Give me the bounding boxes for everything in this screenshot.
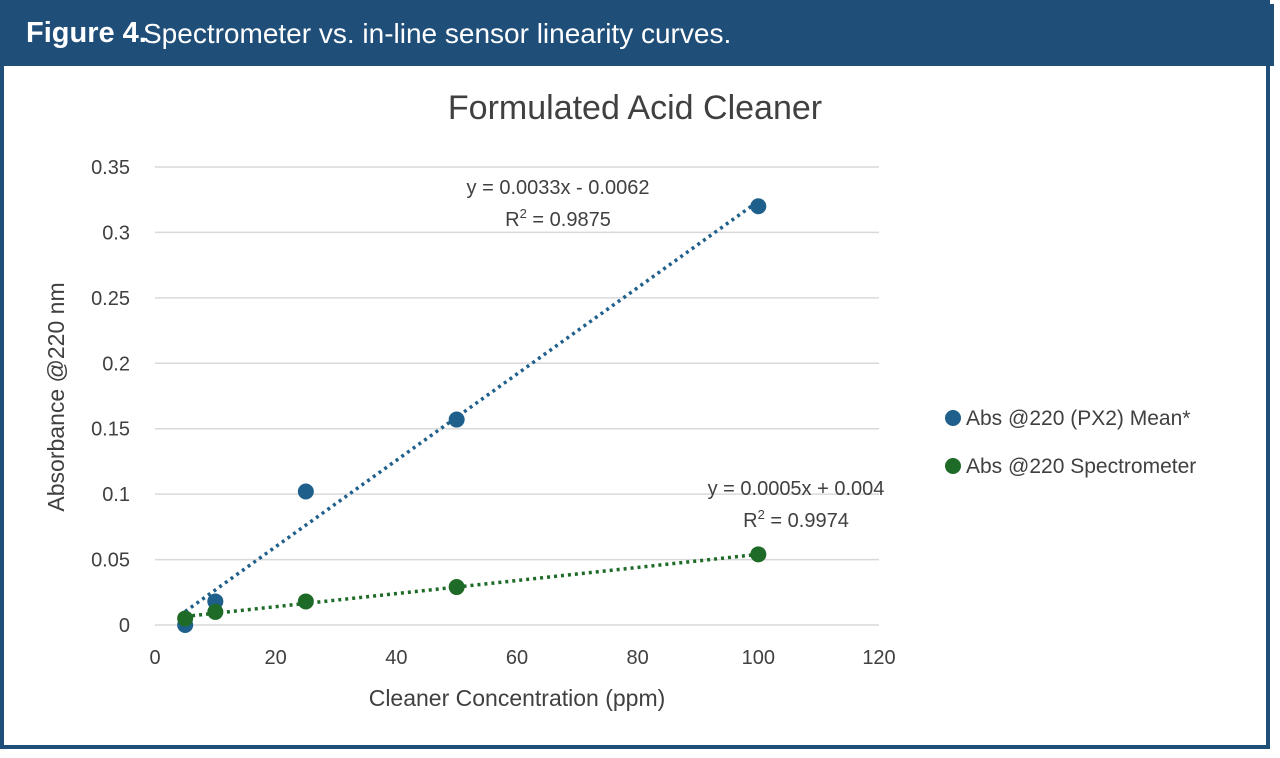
x-tick-label: 80 (627, 647, 649, 669)
gridlines (155, 166, 879, 626)
figure-header: Figure 4. Spectrometer vs. in-line senso… (4, 4, 1274, 66)
trendline-equation: y = 0.0033x - 0.0062 (467, 177, 650, 199)
r-squared-label: R2 = 0.9875 (505, 206, 611, 231)
data-point (448, 579, 465, 596)
trendline (184, 552, 759, 619)
data-point (297, 593, 314, 610)
x-axis-title: Cleaner Concentration (ppm) (369, 685, 666, 711)
trendline (184, 199, 760, 613)
y-axis-ticks: 0 0.05 0.1 0.15 0.2 0.25 0.3 0.35 (91, 157, 130, 637)
x-tick-label: 60 (506, 647, 528, 669)
legend: Abs @220 (PX2) Mean* Abs @220 Spectromete… (945, 407, 1196, 478)
x-tick-label: 20 (265, 647, 287, 669)
y-tick-label: 0.3 (102, 222, 130, 244)
trendlines (184, 199, 760, 619)
y-tick-label: 0.35 (91, 157, 130, 179)
figure-caption: Spectrometer vs. in-line sensor linearit… (143, 18, 732, 49)
r-squared-label: R2 = 0.9974 (743, 507, 849, 532)
data-point (297, 483, 314, 500)
legend-marker (945, 458, 961, 474)
figure-label: Figure 4. (26, 17, 147, 49)
legend-label: Abs @220 (PX2) Mean* (966, 407, 1190, 430)
y-tick-label: 0.2 (102, 353, 130, 375)
x-axis-ticks: 0 20 40 60 80 100 120 (149, 647, 895, 669)
x-tick-label: 120 (862, 647, 895, 669)
x-tick-label: 40 (385, 647, 407, 669)
x-tick-label: 100 (742, 647, 775, 669)
y-tick-label: 0.25 (91, 288, 130, 310)
data-points (177, 198, 767, 633)
y-tick-label: 0.1 (102, 484, 130, 506)
y-tick-label: 0.05 (91, 550, 130, 572)
data-point (750, 198, 767, 215)
trendline-equations: y = 0.0033x - 0.0062 R2 = 0.9875 y = 0.000… (467, 177, 885, 532)
legend-marker (945, 410, 961, 426)
data-point (448, 411, 465, 428)
data-point (750, 546, 767, 563)
x-tick-label: 0 (149, 647, 160, 669)
trendline-equation: y = 0.0005x + 0.004 (708, 478, 885, 500)
chart-title: Formulated Acid Cleaner (448, 89, 822, 127)
data-point (177, 610, 194, 627)
data-point (207, 603, 224, 620)
y-tick-label: 0.15 (91, 419, 130, 441)
y-axis-title: Absorbance @220 nm (43, 282, 69, 511)
legend-label: Abs @220 Spectrometer (966, 455, 1196, 478)
y-tick-label: 0 (119, 615, 130, 637)
